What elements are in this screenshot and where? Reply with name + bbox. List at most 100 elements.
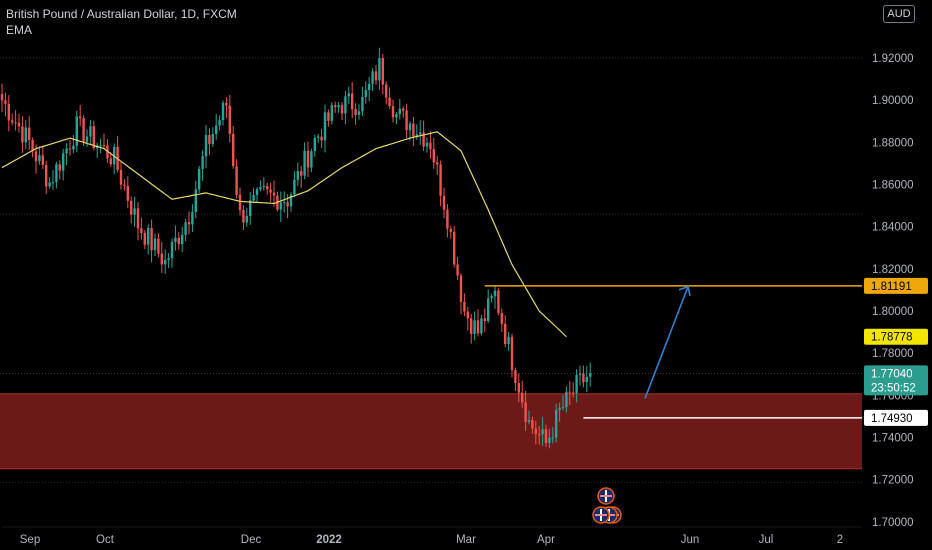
candle-body — [72, 145, 75, 150]
support-zone — [0, 393, 862, 470]
candle-body — [303, 150, 306, 176]
candle-body — [153, 238, 157, 251]
indicator-label[interactable]: EMA — [6, 23, 33, 37]
candle-body — [45, 165, 48, 187]
candle-body — [68, 148, 72, 150]
candle-body — [211, 134, 214, 144]
candle-body — [521, 392, 524, 403]
candle-body — [17, 122, 21, 127]
candle-body — [28, 127, 31, 141]
economic-event-icons[interactable] — [592, 487, 622, 524]
price-tick-label: 1.92000 — [872, 53, 914, 65]
grid-lines — [0, 57, 862, 528]
candle-body — [4, 100, 7, 104]
price-tick-label: 1.84000 — [872, 222, 914, 234]
candle-body — [429, 142, 432, 150]
candle-body — [585, 376, 588, 383]
candle-body — [92, 126, 95, 149]
candle-body — [170, 242, 174, 259]
candle-body — [232, 133, 235, 167]
candle-body — [313, 138, 316, 152]
candle-body — [150, 227, 153, 251]
candle-body — [514, 369, 517, 384]
candle-body — [306, 150, 310, 168]
price-tick-label: 1.72000 — [872, 475, 914, 487]
candle-body — [422, 132, 425, 147]
candle-body — [21, 126, 24, 143]
candle-body — [208, 135, 211, 144]
candle-body — [136, 208, 140, 229]
candle-body — [340, 105, 344, 114]
candle-body — [269, 189, 272, 193]
candle-body — [381, 58, 384, 85]
candle-body — [235, 166, 238, 195]
symbol-title[interactable]: British Pound / Australian Dollar, 1D, F… — [6, 7, 237, 21]
ema-line — [1, 131, 567, 338]
time-axis[interactable]: Sep Oct Dec 2022 Mar Apr Jun Jul 2 — [20, 534, 843, 546]
candle-body — [344, 96, 347, 114]
currency-badge[interactable]: AUD — [883, 5, 915, 23]
candle-body — [500, 313, 503, 324]
projection-arrow — [644, 285, 691, 399]
candle-body — [184, 222, 187, 235]
candle-body — [143, 233, 146, 245]
candle-body — [551, 437, 554, 439]
candle-body — [327, 112, 330, 121]
candle-body — [317, 136, 320, 139]
candle-body — [198, 168, 201, 190]
support-price-tag: 1.74930 — [871, 413, 913, 425]
candle-body — [490, 296, 493, 299]
candle-body — [347, 93, 350, 97]
candle-body — [123, 184, 126, 187]
candle-body — [133, 208, 136, 215]
candle-body — [476, 320, 480, 334]
candle-body — [279, 202, 282, 210]
candle-body — [242, 209, 245, 223]
support-price-tag-bg — [864, 409, 928, 426]
candle-body — [541, 429, 544, 435]
candle-body — [41, 155, 44, 166]
candle-body — [300, 171, 303, 176]
candle-body — [493, 290, 497, 297]
candle-body — [204, 135, 208, 157]
candle-body — [459, 275, 463, 302]
candle-body — [174, 237, 177, 243]
candle-body — [531, 420, 534, 429]
candle-body — [534, 428, 537, 435]
candle-body — [255, 189, 259, 195]
candle-body — [126, 186, 129, 201]
time-tick-label: 2 — [837, 534, 843, 546]
event-icon-au[interactable] — [597, 487, 615, 505]
price-tick-label: 1.86000 — [872, 179, 914, 191]
candle-body — [572, 392, 575, 394]
candle-body — [249, 200, 252, 216]
candle-body — [89, 126, 92, 137]
candle-body — [187, 222, 191, 225]
time-tick-label: Jun — [681, 534, 700, 546]
candle-body — [130, 200, 133, 215]
candle-body — [55, 164, 58, 183]
candle-body — [561, 407, 565, 409]
candle-body — [289, 194, 293, 207]
candle-body — [589, 373, 592, 377]
candle-body — [439, 164, 442, 196]
candle-body — [14, 122, 17, 124]
resistance-price-tag: 1.81191 — [871, 281, 912, 293]
candle-body — [296, 171, 299, 180]
candle-body — [218, 119, 221, 126]
candle-body — [337, 105, 340, 108]
candle-body — [164, 259, 167, 265]
price-tick-label: 1.70000 — [872, 517, 914, 529]
candle-body — [11, 120, 14, 123]
candle-body — [310, 151, 313, 168]
candle-body — [575, 375, 578, 393]
resistance-price-tag-bg — [864, 277, 928, 294]
candle-body — [504, 323, 507, 345]
event-icon-gb-1[interactable] — [592, 506, 610, 524]
candle-body — [378, 58, 381, 81]
candle-body — [102, 145, 106, 147]
price-tick-label: 1.90000 — [872, 95, 914, 107]
candle-body — [483, 318, 486, 321]
candle-body — [419, 132, 422, 135]
